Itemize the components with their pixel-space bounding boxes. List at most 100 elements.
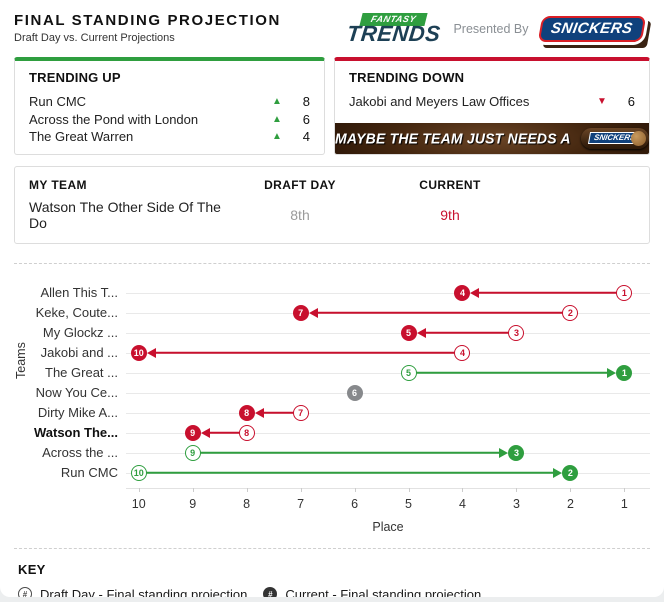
draft-day-point: 8 (238, 424, 255, 441)
trend-line (154, 351, 463, 354)
trending-up-list: Run CMC ▲ 8 Across the Pond with London ▲ 6 Th… (29, 93, 310, 146)
draft-day-point: 4 (454, 344, 471, 361)
team-label: The Great ... (45, 365, 118, 380)
x-tick-mark (516, 487, 518, 492)
trending-down-title: TRENDING DOWN (349, 70, 465, 85)
x-axis: 10 9 8 7 6 5 4 3 2 1 (30, 487, 650, 516)
trend-arrowhead (499, 447, 509, 458)
x-tick-mark (624, 487, 626, 492)
x-tick-label: 9 (189, 496, 197, 511)
x-tick-mark (192, 487, 194, 492)
x-tick-label: 8 (243, 496, 251, 511)
current-column-header: CURRENT (419, 177, 481, 192)
trend-arrowhead (308, 307, 318, 318)
header: FINAL STANDING PROJECTION Draft Day vs. … (0, 0, 664, 48)
key-panel: KEY # Draft Day - Final standing projecti… (14, 547, 650, 597)
x-tick-mark (246, 487, 248, 492)
draft-day-point: 1 (616, 284, 633, 301)
current-point: 7 (292, 304, 309, 321)
gridline (126, 372, 650, 374)
my-team-name: Watson The Other Side Of The Do (29, 198, 221, 231)
trending-change-value: 8 (302, 94, 310, 109)
trend-line (192, 451, 501, 454)
chart-row: Now You Ce... 6 (30, 383, 650, 403)
trending-up-title: TRENDING UP (29, 70, 121, 85)
current-point: 1 (616, 364, 633, 381)
key-item: # Current - Final standing projection (263, 587, 481, 597)
team-label: Now You Ce... (35, 385, 118, 400)
x-tick-mark (354, 487, 356, 492)
chart-row: Allen This T... 1 4 (30, 283, 650, 303)
trend-line (478, 291, 625, 294)
chart-row: Dirty Mike A... 7 8 (30, 403, 650, 423)
x-tick-label: 4 (459, 496, 466, 511)
team-label: Allen This T... (40, 285, 118, 300)
current-point: 10 (130, 344, 147, 361)
my-team-current-place: 9th (440, 206, 460, 223)
gridline (126, 412, 650, 414)
x-tick-mark (462, 487, 464, 492)
my-team-draft-place: 8th (290, 206, 310, 223)
current-point: 9 (184, 424, 201, 441)
x-tick-label: 6 (351, 496, 359, 511)
current-point: 8 (238, 404, 255, 421)
team-label: Run CMC (60, 465, 118, 480)
standings-chart: Teams Allen This T... 1 4 Keke, Coute... 2 7 M… (14, 262, 650, 548)
key-item: # Draft Day - Final standing projection (18, 587, 247, 597)
chart-row: Watson The... 8 9 (30, 423, 650, 443)
chart-row: Run CMC 10 2 (30, 463, 650, 483)
chart-row-plot: 6 (126, 383, 650, 403)
key-title: KEY (18, 561, 46, 577)
current-point: 4 (454, 284, 471, 301)
trends-wordmark: TRENDS (345, 21, 442, 46)
trend-line (138, 471, 555, 474)
x-tick-label: 5 (405, 496, 412, 511)
chart-row: My Glockz ... 3 5 (30, 323, 650, 343)
trend-line (408, 371, 609, 374)
trend-arrowhead (607, 367, 617, 378)
ad-text: MAYBE THE TEAM JUST NEEDS A (335, 129, 571, 147)
x-tick-mark (570, 487, 572, 492)
presented-by-label: Presented By (453, 22, 529, 36)
trend-line (262, 411, 301, 414)
fantasy-trends-logo: FANTASY TRENDS (345, 13, 442, 46)
up-arrow-icon: ▲ (272, 96, 282, 107)
draft-day-point: 2 (562, 304, 579, 321)
chart-row: Jakobi and ... 4 10 (30, 343, 650, 363)
trend-arrowhead (470, 287, 480, 298)
team-label: Across the ... (42, 445, 118, 460)
down-arrow-icon: ▼ (597, 96, 607, 107)
trending-down-list: Jakobi and Meyers Law Offices ▼ 6 (349, 93, 635, 111)
my-team-column-header: MY TEAM (29, 177, 87, 192)
up-arrow-icon: ▲ (272, 131, 282, 142)
trending-change-value: 6 (302, 111, 310, 127)
trending-team-name: Jakobi and Meyers Law Offices (349, 94, 530, 109)
trending-down-panel: TRENDING DOWN Jakobi and Meyers Law Offi… (334, 57, 650, 155)
current-point: 6 (346, 384, 363, 401)
snickers-ad-banner[interactable]: MAYBE THE TEAM JUST NEEDS A SNICKERS (335, 122, 649, 154)
team-label: My Glockz ... (42, 325, 118, 340)
current-point: 5 (400, 324, 417, 341)
trending-item: The Great Warren ▲ 4 (29, 128, 310, 146)
draft-day-column-header: DRAFT DAY (264, 177, 336, 192)
y-axis-label: Teams (14, 341, 28, 379)
snickers-bar-label: SNICKERS (587, 132, 642, 144)
trending-team-name: The Great Warren (29, 129, 134, 144)
trend-arrowhead (416, 327, 426, 338)
team-label: Jakobi and ... (40, 345, 118, 360)
trending-change-value: 4 (302, 129, 310, 144)
snickers-bar-image: SNICKERS (580, 127, 649, 149)
chart-row-plot: 4 10 (126, 343, 650, 363)
my-team-panel: MY TEAM DRAFT DAY CURRENT Watson The Oth… (14, 165, 650, 244)
trend-arrowhead (553, 467, 563, 478)
current-key-icon: # (263, 587, 278, 597)
team-label: Watson The... (33, 425, 118, 440)
snickers-wordmark: SNICKERS (550, 20, 635, 37)
x-tick-label: 2 (566, 496, 574, 511)
header-branding: FANTASY TRENDS Presented By SNICKERS (345, 13, 652, 48)
snickers-logo[interactable]: SNICKERS (538, 16, 652, 48)
x-tick-mark (408, 487, 410, 492)
